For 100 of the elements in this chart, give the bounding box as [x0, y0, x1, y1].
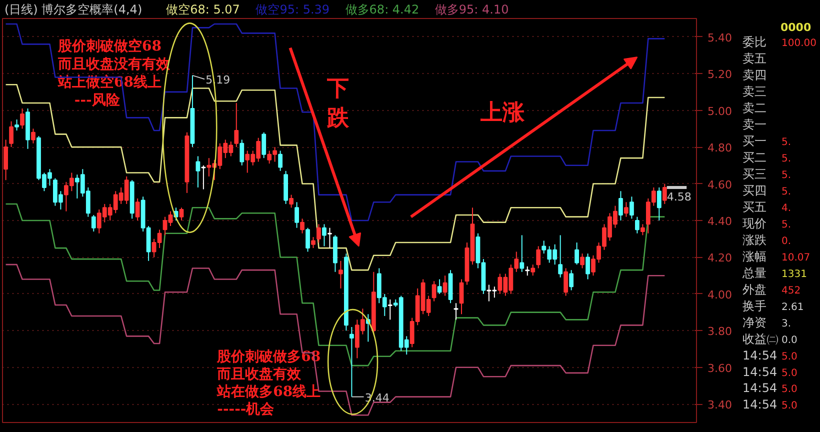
- candlestick: [300, 218, 304, 234]
- category-label: 总量: [742, 266, 766, 280]
- candlestick: [662, 183, 667, 204]
- category-label: 买三: [742, 166, 766, 181]
- text: 做空68: 5.07: [166, 2, 240, 16]
- candlestick: [635, 216, 640, 234]
- category-label: 买四: [742, 183, 766, 198]
- candlestick: [328, 227, 332, 249]
- text: 5.0: [782, 400, 798, 412]
- candlestick: [442, 275, 448, 296]
- candlestick: [338, 260, 343, 289]
- category-label: 买一: [742, 134, 766, 148]
- series-label: 做空95: 5.39: [256, 2, 330, 16]
- text: 5.0: [782, 368, 798, 379]
- annotation: 跌: [326, 104, 350, 131]
- candlestick: [289, 194, 294, 208]
- text: 10.07: [782, 252, 810, 264]
- candlestick: [9, 120, 14, 148]
- text: 5.: [782, 219, 792, 230]
- y-tick-label: 5.40: [708, 31, 732, 44]
- text: 做多68: 4.42: [345, 2, 420, 16]
- annotation: 而且收盘有效: [216, 366, 302, 382]
- category-label: 委比: [742, 34, 766, 49]
- text: 0000: [780, 20, 812, 34]
- candlestick: [618, 190, 623, 221]
- text: 1331: [782, 268, 807, 280]
- line-series: [5, 23, 666, 222]
- y-tick-label: 3.80: [708, 325, 732, 338]
- category-label: 收益㈡: [742, 332, 778, 346]
- candlestick: [525, 266, 530, 276]
- candlestick: [262, 132, 266, 159]
- candlestick: [20, 108, 24, 130]
- y-tick-label: 4.00: [708, 288, 732, 302]
- text: 4.: [782, 202, 792, 214]
- text: 5.0: [782, 351, 798, 362]
- candlestick: [580, 253, 584, 269]
- candlestick: [558, 234, 563, 278]
- text: 3.: [782, 318, 792, 330]
- candlestick: [624, 202, 628, 218]
- candlestick: [322, 224, 326, 247]
- candlestick: [135, 198, 140, 221]
- candlestick: [294, 202, 299, 228]
- y-tick-label: 4.20: [708, 252, 732, 265]
- annotation: 股价刺破做空68: [56, 38, 162, 55]
- y-tick-label: 4.40: [708, 215, 732, 228]
- y-tick-label: 5.00: [708, 104, 732, 118]
- category-label: 买五: [742, 200, 766, 214]
- candlestick: [564, 268, 568, 296]
- text: 5.: [782, 170, 792, 181]
- category-label: 14:54: [742, 348, 778, 362]
- candlestick: [454, 302, 458, 320]
- candlestick: [437, 278, 442, 294]
- candlestick: [574, 242, 580, 266]
- candlestick: [31, 128, 36, 144]
- annotation: 下: [326, 75, 349, 102]
- annotation: 4.58: [666, 190, 692, 204]
- annotation: 站在做多68线上: [216, 384, 321, 400]
- category-label: 涨跌: [742, 232, 766, 247]
- line-series: [5, 264, 666, 416]
- category-label: 卖一: [742, 117, 766, 132]
- annotation: -----机会: [217, 401, 276, 418]
- candlestick: [179, 207, 184, 221]
- candlestick: [459, 278, 464, 315]
- line-series: [5, 203, 666, 366]
- candlestick: [278, 150, 283, 172]
- candlestick: [306, 227, 310, 252]
- y-tick-label: 4.60: [708, 178, 732, 192]
- category-label: 净资: [742, 315, 766, 330]
- candlestick: [311, 236, 316, 249]
- category-label: 现价: [742, 216, 766, 230]
- category-label: 卖五: [742, 51, 766, 66]
- text: 2.61: [782, 302, 804, 313]
- candlestick: [240, 139, 244, 166]
- candlestick: [630, 196, 634, 220]
- category-label: 14:54: [742, 381, 778, 396]
- candlestick: [201, 164, 206, 190]
- text: 5.: [782, 186, 792, 198]
- text: 452: [782, 285, 801, 296]
- candlestick: [586, 253, 590, 280]
- annotation: 上涨: [480, 99, 526, 126]
- candlestick: [4, 139, 8, 181]
- candlestick: [316, 224, 321, 244]
- candlestick: [14, 119, 19, 132]
- y-tick-label: 3.40: [708, 398, 732, 412]
- category-label: 卖二: [742, 100, 766, 115]
- candlestick: [388, 298, 392, 320]
- candlestick: [536, 246, 541, 269]
- text: 5.0: [782, 384, 798, 396]
- candlestick: [640, 224, 645, 236]
- category-label: 卖三: [742, 84, 766, 98]
- category-label: 换手: [742, 298, 766, 313]
- text: 5.: [782, 153, 792, 164]
- category-label: 14:54: [742, 364, 778, 379]
- candlestick: [569, 270, 574, 291]
- candlestick: [520, 234, 524, 272]
- candlestick: [234, 102, 239, 148]
- category-label: 买二: [742, 150, 766, 164]
- category-label: 涨幅: [742, 249, 766, 264]
- text: 100.00: [782, 38, 816, 49]
- candlestick: [196, 156, 200, 188]
